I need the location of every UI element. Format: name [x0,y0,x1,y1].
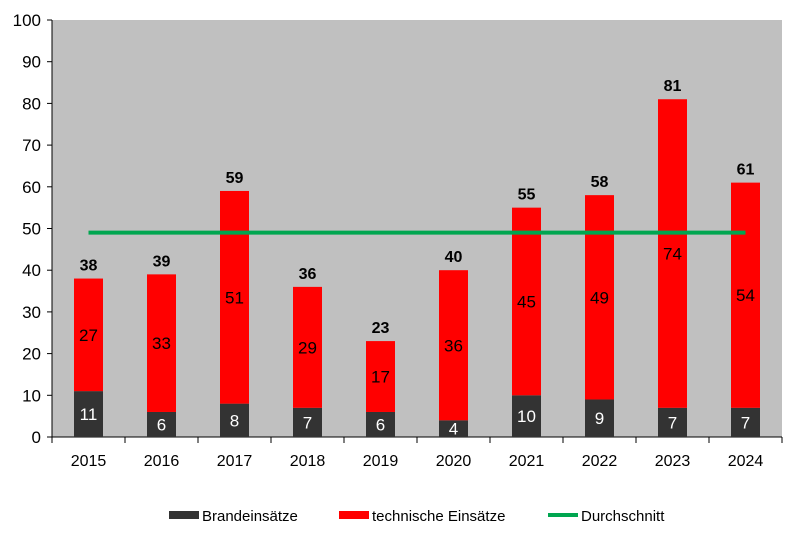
bar-segment [512,395,541,437]
bar-segment [147,274,176,412]
y-tick-label: 60 [22,178,41,197]
data-label: 17 [371,368,390,387]
data-label: 11 [80,405,98,424]
legend-label: Brandeinsätze [202,508,298,525]
data-label: 49 [590,288,609,307]
data-label: 33 [152,334,171,353]
data-label: 7 [741,413,750,432]
y-tick-label: 40 [22,261,41,280]
x-tick-label: 2016 [144,453,180,470]
bar-segment [512,207,541,396]
y-tick-label: 10 [22,386,41,405]
data-label: 10 [517,407,536,426]
legend-swatch [339,511,369,519]
y-tick-label: 70 [22,136,41,155]
bar-segment [74,278,103,392]
bar-segment [439,270,468,421]
x-tick-label: 2019 [363,453,399,470]
bar-segment [366,411,395,437]
data-label: 7 [668,413,677,432]
bar-segment [220,190,249,404]
data-label: 8 [230,411,239,430]
data-label: 7 [303,413,312,432]
bar-segment [293,286,322,408]
bar-segment [731,182,760,408]
x-tick-label: 2022 [582,453,618,470]
bar-segment [147,411,176,437]
total-label: 39 [153,253,171,270]
total-label: 40 [445,249,463,266]
legend-label: Durchschnitt [581,508,665,525]
data-label: 51 [225,288,244,307]
y-tick-label: 90 [22,53,41,72]
data-label: 6 [376,415,385,434]
x-tick-label: 2017 [217,453,253,470]
bar-segment [366,341,395,412]
total-label: 59 [226,170,244,187]
data-label: 9 [595,409,604,428]
total-label: 23 [372,320,390,337]
total-label: 61 [737,162,755,179]
bar-segment [585,399,614,437]
data-label: 54 [736,286,755,305]
x-tick-label: 2023 [655,453,691,470]
y-tick-label: 20 [22,345,41,364]
total-label: 81 [664,78,682,95]
x-tick-label: 2024 [728,453,764,470]
data-label: 4 [449,420,458,439]
bar-segment [439,420,468,437]
data-label: 74 [663,245,682,264]
total-label: 58 [591,174,609,191]
y-tick-label: 100 [13,11,41,30]
data-label: 45 [517,292,536,311]
data-label: 27 [79,326,98,345]
data-label: 36 [444,336,463,355]
total-label: 36 [299,266,317,283]
y-tick-label: 0 [32,428,41,447]
x-tick-label: 2018 [290,453,326,470]
total-label: 55 [518,187,536,204]
data-label: 29 [298,338,317,357]
bar-segment [220,403,249,437]
bar-segment [731,407,760,437]
bar-segment [74,391,103,437]
bar-segment [585,195,614,400]
bar-segment [293,407,322,437]
x-tick-label: 2015 [71,453,107,470]
y-tick-label: 50 [22,220,41,239]
data-label: 6 [157,415,166,434]
x-tick-label: 2020 [436,453,472,470]
legend-label: technische Einsätze [372,508,505,525]
bar-segment [658,407,687,437]
bar-segment [658,99,687,408]
y-tick-label: 30 [22,303,41,322]
x-tick-label: 2021 [509,453,545,470]
y-tick-label: 80 [22,94,41,113]
total-label: 38 [80,258,98,275]
legend-swatch [169,511,199,519]
